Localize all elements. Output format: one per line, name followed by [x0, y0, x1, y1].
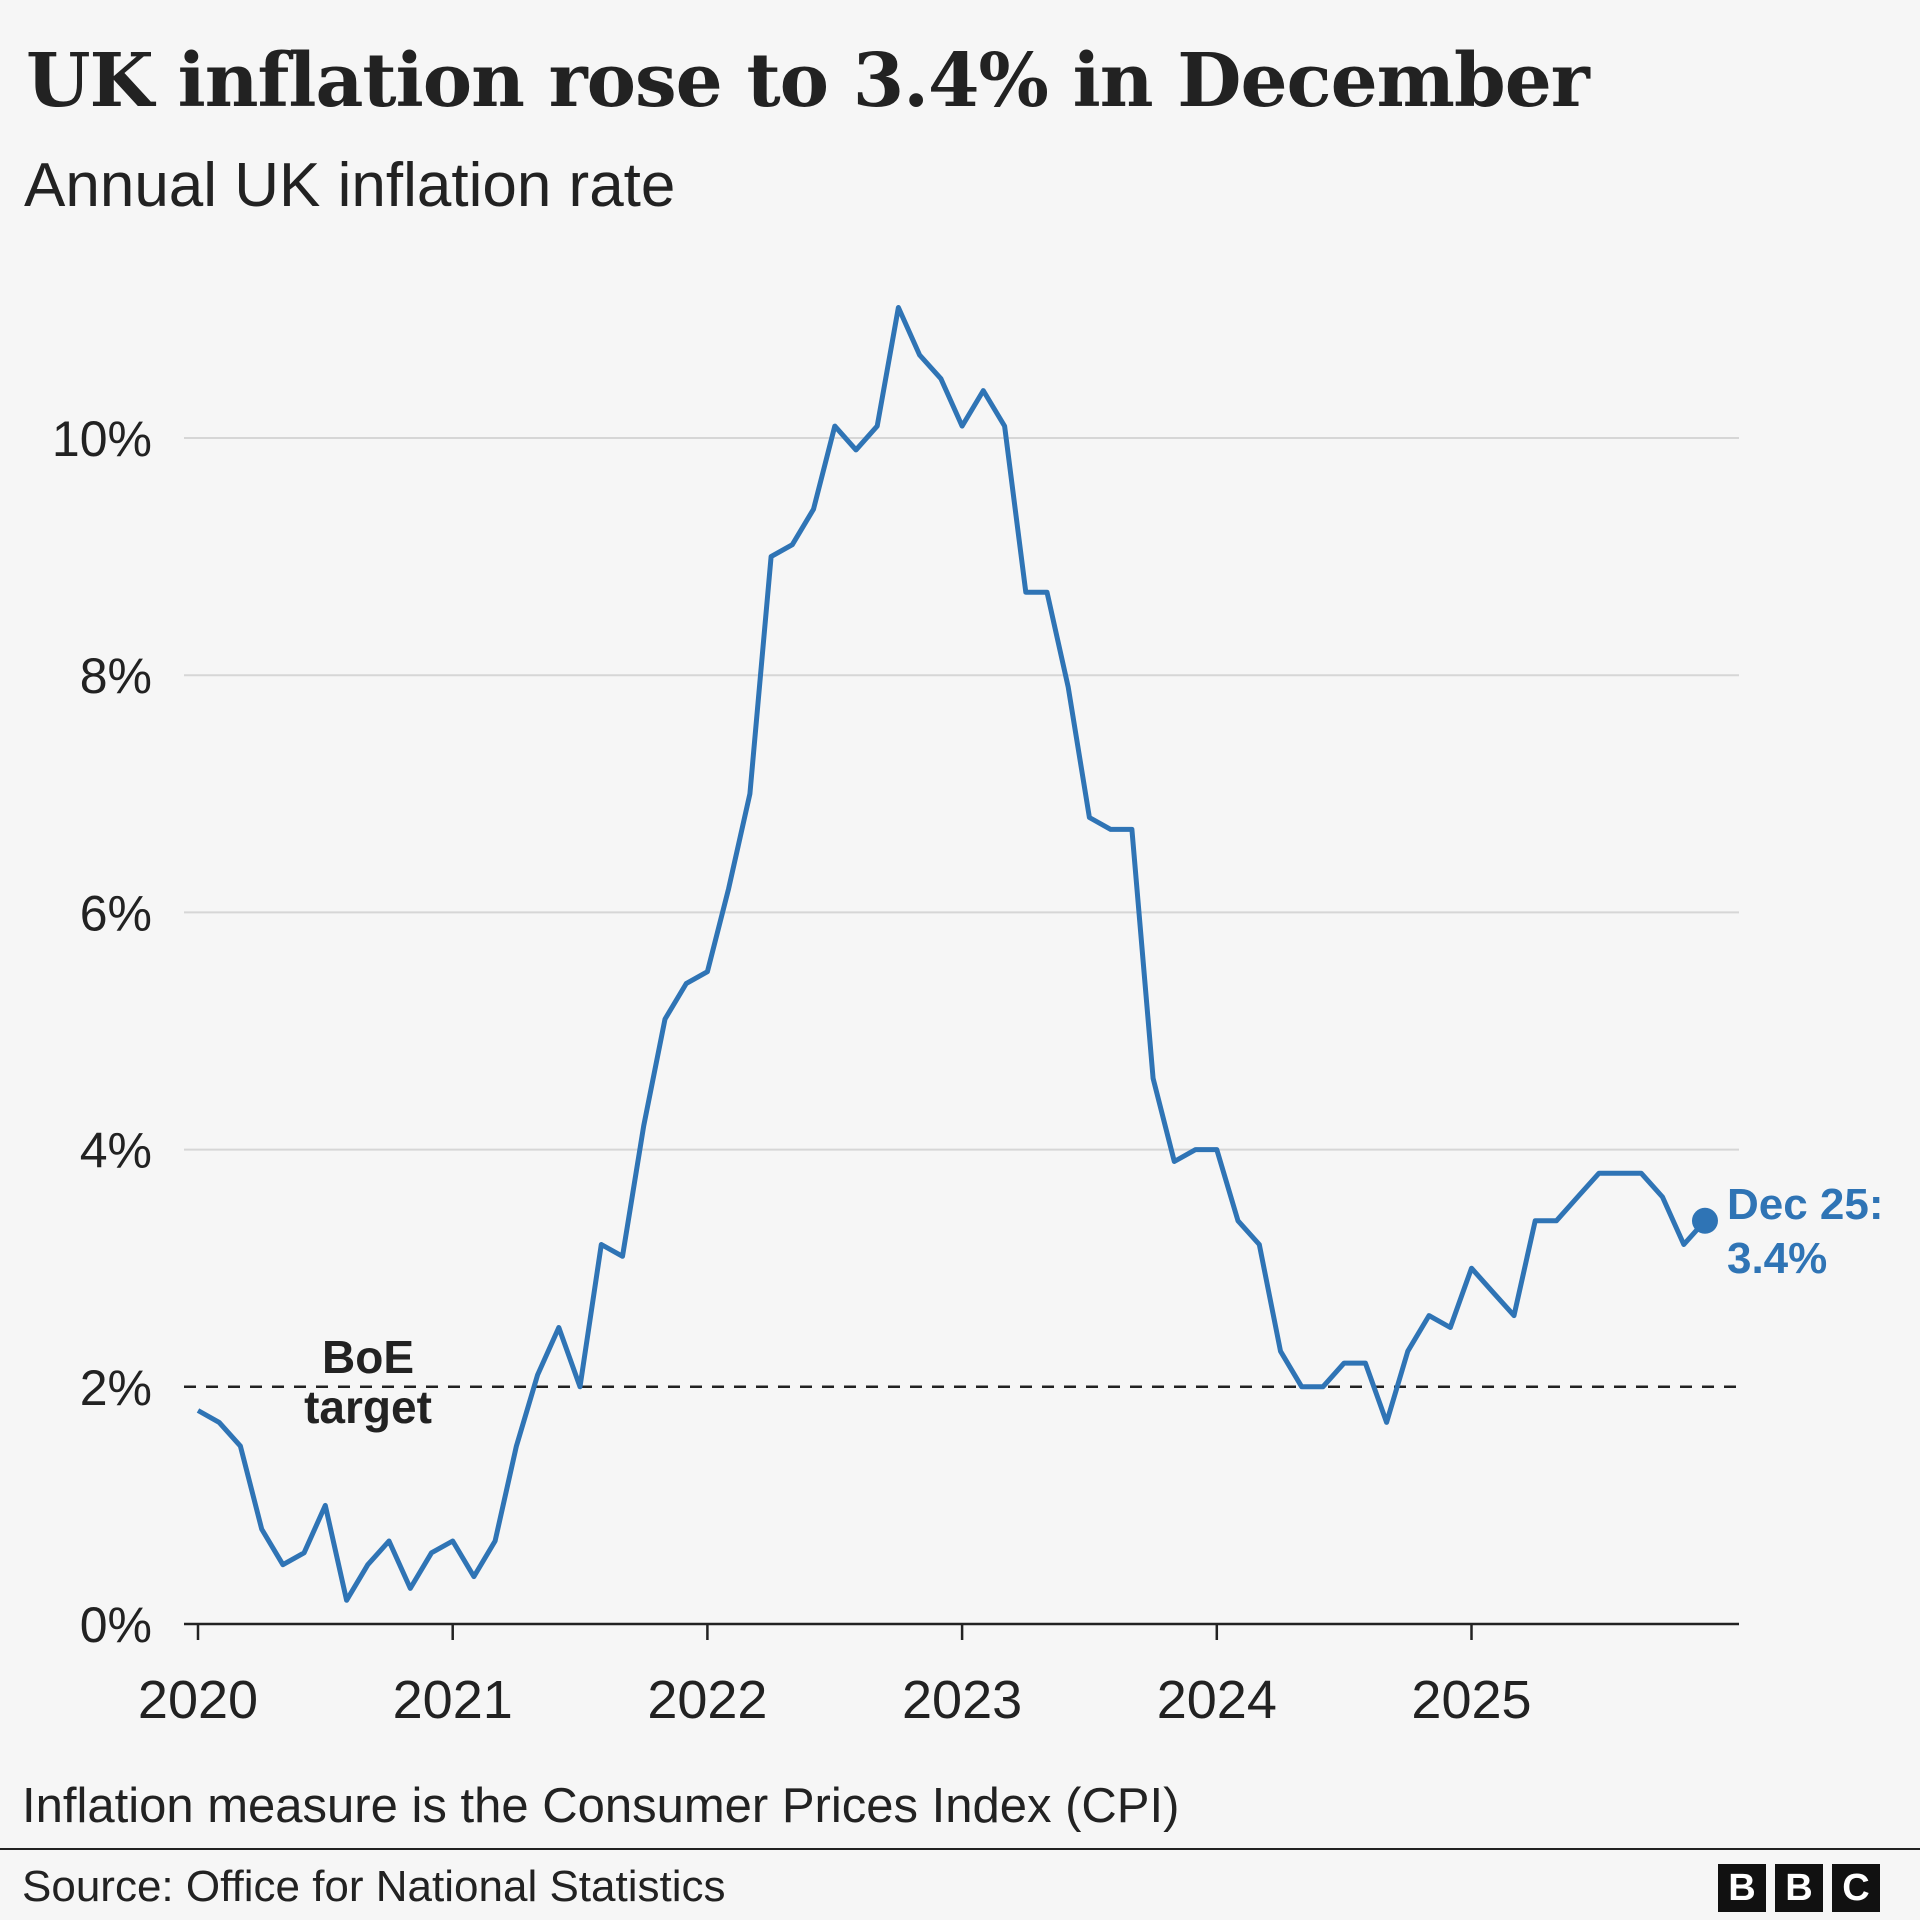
x-tick-label: 2021 — [393, 1670, 513, 1730]
logo-block: C — [1832, 1864, 1880, 1912]
divider — [0, 1848, 1920, 1850]
bbc-logo: B B C — [1718, 1864, 1880, 1912]
y-tick-label: 4% — [80, 1123, 152, 1179]
end-value-label: Dec 25: — [1727, 1180, 1884, 1229]
logo-block: B — [1775, 1864, 1823, 1912]
source-text: Source: Office for National Statistics — [22, 1862, 726, 1911]
y-tick-label: 2% — [80, 1360, 152, 1416]
chart-title: UK inflation rose to 3.4% in December — [26, 38, 1590, 124]
chart-subtitle: Annual UK inflation rate — [24, 151, 676, 220]
x-tick-label: 2022 — [647, 1670, 767, 1730]
x-tick-label: 2020 — [138, 1670, 258, 1730]
boe-target-label: target — [304, 1381, 432, 1433]
footnote: Inflation measure is the Consumer Prices… — [22, 1779, 1180, 1833]
x-tick-label: 2023 — [902, 1670, 1022, 1730]
y-tick-label: 0% — [80, 1597, 152, 1653]
x-tick-label: 2024 — [1157, 1670, 1277, 1730]
y-tick-label: 6% — [80, 885, 152, 941]
inflation-series-line — [196, 305, 1707, 1603]
y-tick-label: 10% — [52, 411, 152, 467]
end-point-marker — [1691, 1207, 1718, 1234]
logo-block: B — [1718, 1864, 1766, 1912]
x-tick-label: 2025 — [1411, 1670, 1531, 1730]
boe-target-label: BoE — [322, 1331, 414, 1383]
end-value-label: 3.4% — [1727, 1234, 1827, 1283]
y-tick-label: 8% — [80, 648, 152, 704]
